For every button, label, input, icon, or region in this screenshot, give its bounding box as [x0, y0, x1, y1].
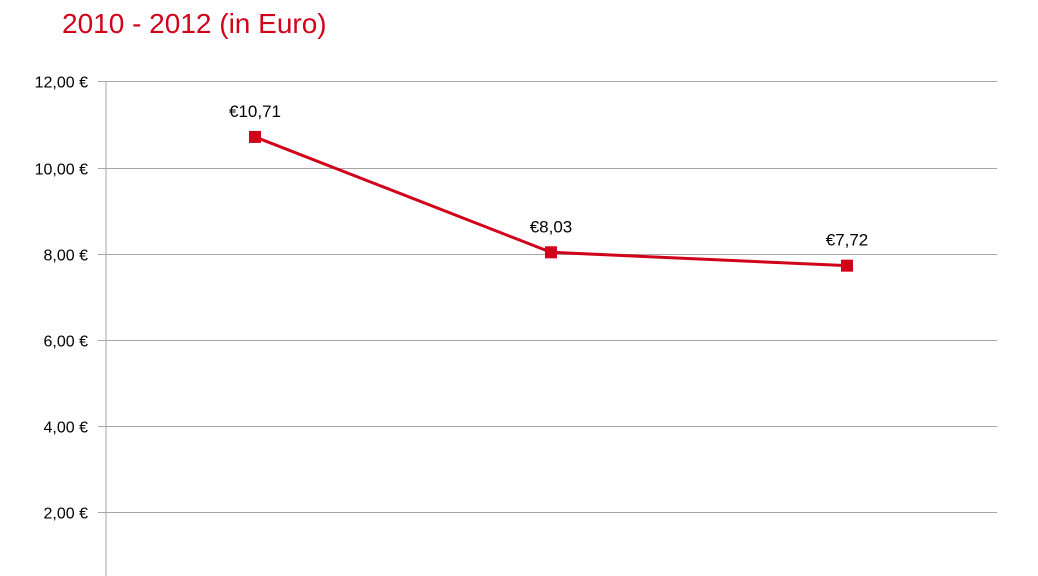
- data-point-marker: [249, 131, 261, 143]
- y-tick-labels: 2,00 € 4,00 € 6,00 € 8,00 € 10,00 € 12,00 €: [35, 75, 88, 523]
- data-point-marker: [545, 246, 557, 258]
- gridlines: [98, 82, 997, 513]
- y-tick-label: 10,00 €: [35, 162, 88, 179]
- data-label: €10,71: [229, 102, 281, 121]
- data-label: €8,03: [530, 217, 573, 236]
- y-tick-label: 4,00 €: [44, 420, 89, 437]
- y-tick-label: 2,00 €: [44, 506, 89, 523]
- y-tick-label: 6,00 €: [44, 334, 89, 351]
- y-tick-label: 8,00 €: [44, 248, 89, 265]
- data-point-marker: [841, 260, 853, 272]
- series-layer: €10,71 €8,03 €7,72: [229, 102, 868, 272]
- data-label: €7,72: [826, 231, 869, 250]
- y-tick-label: 12,00 €: [35, 75, 88, 92]
